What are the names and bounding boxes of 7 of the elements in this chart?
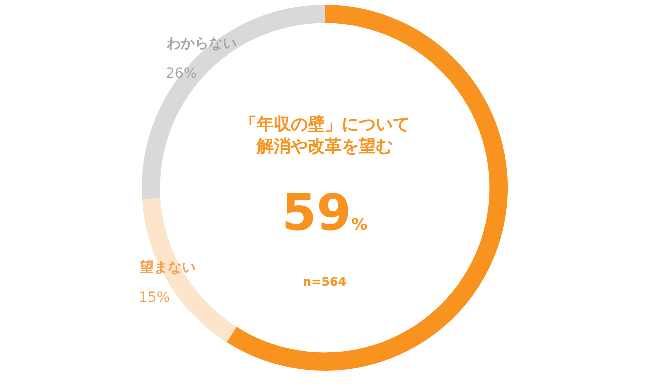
- slice-label: 「年収の壁」について解消や改革を望む: [240, 115, 410, 158]
- slice-label: 望まない: [139, 259, 196, 276]
- donut-slice: [142, 198, 237, 343]
- text: n=564: [303, 275, 347, 289]
- data-label: 15%: [139, 290, 170, 306]
- data-label: 26%: [166, 66, 198, 82]
- data-label: 59%: [282, 184, 368, 242]
